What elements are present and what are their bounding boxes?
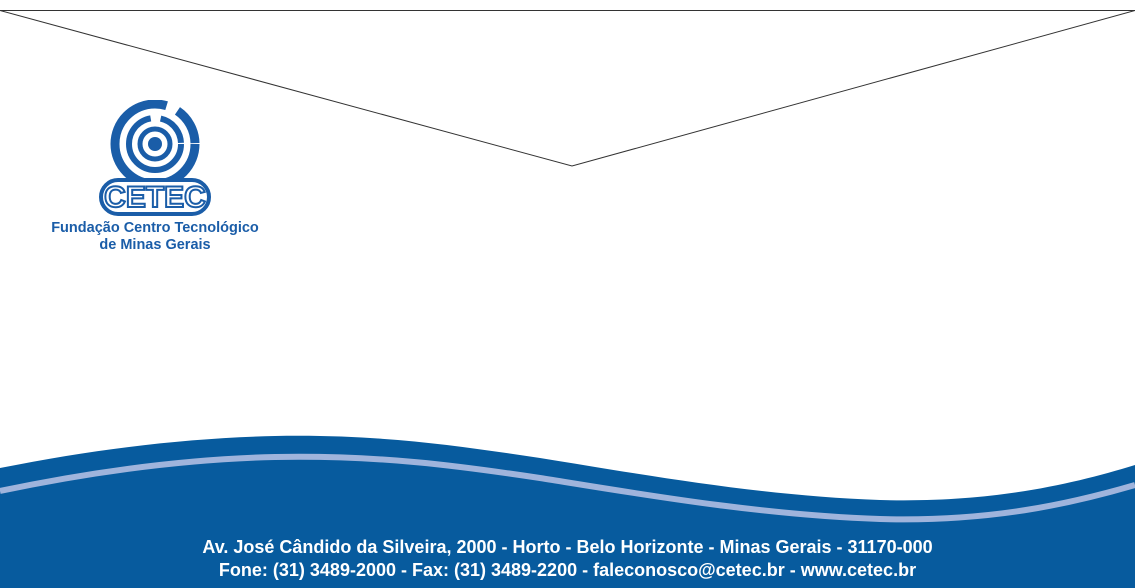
footer-contact: Fone: (31) 3489-2000 - Fax: (31) 3489-22… (218, 560, 917, 580)
envelope-flap (0, 10, 1135, 167)
org-name-line-1: Fundação Centro Tecnológico (51, 220, 259, 236)
org-name-line-2: de Minas Gerais (99, 237, 211, 253)
cetec-logo-icon: CETEC (99, 100, 211, 216)
footer-address: Av. José Cândido da Silveira, 2000 - Hor… (202, 537, 933, 557)
footer-contact-info: Av. José Cândido da Silveira, 2000 - Hor… (0, 536, 1135, 582)
footer-wave-stripe (0, 453, 1135, 523)
cetec-wordmark: CETEC (104, 181, 206, 214)
footer-wave (0, 435, 1135, 588)
organization-name: Fundação Centro Tecnológico de Minas Ger… (20, 220, 290, 254)
organization-logo: CETEC Fundação Centro Tecnológico de Min… (20, 100, 290, 254)
